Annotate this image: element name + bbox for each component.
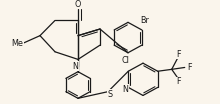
Text: N: N	[122, 85, 128, 94]
Text: O: O	[75, 0, 81, 9]
Text: S: S	[107, 90, 113, 99]
Text: Me: Me	[11, 39, 23, 48]
Text: Cl: Cl	[121, 56, 129, 65]
Text: Br: Br	[140, 16, 149, 25]
Text: F: F	[176, 50, 181, 59]
Text: N: N	[72, 62, 78, 71]
Text: F: F	[176, 77, 181, 86]
Text: F: F	[187, 63, 192, 72]
